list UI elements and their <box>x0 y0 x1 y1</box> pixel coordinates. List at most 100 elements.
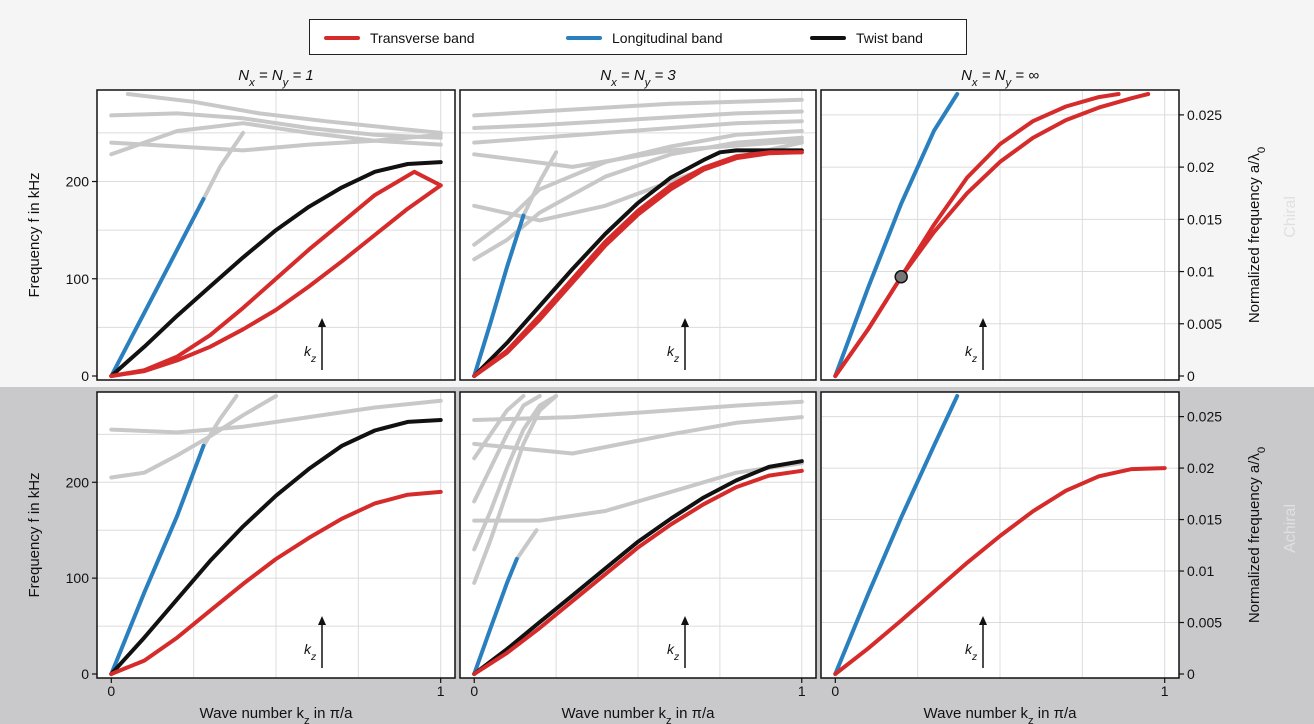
chart-panel-chiral-inf: kz​ 0 0.005 0.01 0.015 0.02 0.025 Nx​ = Ny​ = ∞… <box>820 67 1268 384</box>
series-group <box>472 394 804 676</box>
y-tick-label: 0.025 <box>1187 107 1222 123</box>
y-axis-label: Normalized frequency a/λ0​ <box>1246 447 1268 623</box>
legend-swatch-longitudinal <box>566 36 602 40</box>
y-tick-label: 100 <box>66 570 90 586</box>
series-line-other-5 <box>472 135 804 262</box>
kz-arrow-label: kz​ <box>965 641 978 663</box>
series-group <box>109 92 443 378</box>
series-line-other-10 <box>472 97 804 118</box>
chart-panel-achiral-3: kz​ 0 1 Wave number kz​ in π/a <box>459 391 817 724</box>
legend-item-transverse: Transverse band <box>324 20 475 56</box>
kz-arrowhead <box>318 616 326 625</box>
kz-arrowhead <box>681 318 689 327</box>
series-line-other-1 <box>201 130 246 201</box>
series-line-longitudinal-0 <box>472 213 526 378</box>
series-line-other-6 <box>109 111 443 140</box>
series-line-other-11 <box>472 138 804 169</box>
x-axis-label: Wave number kz​ in π/a <box>200 705 354 724</box>
x-tick-label: 0 <box>107 683 115 699</box>
series-line-other-4 <box>109 394 278 480</box>
panel-title: Nx​ = Ny​ = ∞ <box>961 67 1039 89</box>
plot-border <box>96 89 456 381</box>
chart-panel-achiral-1: kz​ 0 100 200 0 1 Wave number kz​ in π/a Freque… <box>26 391 456 724</box>
series-line-twist-2 <box>472 459 804 676</box>
series-line-longitudinal-0 <box>833 92 960 378</box>
kz-arrowhead <box>681 616 689 625</box>
y-tick-label: 100 <box>66 271 90 287</box>
plot-border <box>96 391 456 679</box>
series-group <box>833 92 1151 378</box>
legend-item-twist: Twist band <box>810 20 923 56</box>
series-line-transverse-3 <box>472 468 804 676</box>
series-line-twist-2 <box>109 418 443 676</box>
y-tick-label: 0.02 <box>1187 460 1214 476</box>
highlight-marker <box>894 270 908 284</box>
legend-label-longitudinal: Longitudinal band <box>612 30 723 46</box>
series-group <box>109 394 443 676</box>
series-line-other-1 <box>514 528 539 561</box>
series-line-longitudinal-0 <box>109 197 206 378</box>
x-tick-label: 1 <box>437 683 445 699</box>
plot-border <box>459 89 817 381</box>
x-tick-label: 1 <box>798 683 806 699</box>
series-line-transverse-3 <box>109 489 443 676</box>
x-tick-label: 1 <box>1161 683 1169 699</box>
series-line-transverse-3 <box>109 169 443 378</box>
kz-arrow-label: kz​ <box>667 343 680 365</box>
legend-label-transverse: Transverse band <box>370 30 475 46</box>
y-tick-label: 0 <box>81 368 89 384</box>
series-line-transverse-4 <box>472 150 804 378</box>
series-line-other-8 <box>472 461 804 523</box>
series-line-transverse-4 <box>109 183 443 378</box>
series-line-other-1 <box>521 150 559 218</box>
legend: Transverse band Longitudinal band Twist … <box>309 19 967 55</box>
series-line-longitudinal-0 <box>833 394 960 676</box>
y-tick-label: 0.005 <box>1187 615 1222 631</box>
series-line-other-4 <box>472 394 559 585</box>
y-tick-label: 0.015 <box>1187 211 1222 227</box>
series-line-transverse-2 <box>833 92 1121 378</box>
x-tick-label: 0 <box>831 683 839 699</box>
kz-arrow-label: kz​ <box>304 343 317 365</box>
y-tick-label: 0.02 <box>1187 159 1214 175</box>
series-line-longitudinal-0 <box>109 443 206 676</box>
chart-panel-achiral-inf: kz​ 0 0.005 0.01 0.015 0.02 0.025 0 1 Wave number… <box>820 391 1268 724</box>
series-line-twist-2 <box>472 148 804 378</box>
plot-border <box>820 89 1180 381</box>
chart-panel-chiral-1: kz​ 0 100 200 Nx​ = Ny​ = 1 Frequency f in kH… <box>26 67 456 384</box>
kz-arrowhead <box>318 318 326 327</box>
plot-border <box>459 391 817 679</box>
series-line-transverse-1 <box>833 466 1167 676</box>
series-line-other-9 <box>472 415 804 456</box>
y-tick-label: 0.01 <box>1187 264 1214 280</box>
kz-arrowhead <box>979 616 987 625</box>
panel-title: Nx​ = Ny​ = 3 <box>600 67 676 89</box>
y-tick-label: 200 <box>66 174 90 190</box>
legend-swatch-twist <box>810 36 846 40</box>
series-line-other-10 <box>472 399 804 422</box>
series-line-twist-2 <box>109 160 443 378</box>
kz-arrow-label: kz​ <box>965 343 978 365</box>
series-line-other-8 <box>125 92 443 135</box>
series-group <box>833 394 1167 676</box>
y-tick-label: 0 <box>81 666 89 682</box>
y-axis-label: Normalized frequency a/λ0​ <box>1246 147 1268 323</box>
y-axis-label: Frequency f in kHz <box>26 172 43 297</box>
y-axis-label: Frequency f in kHz <box>26 472 43 597</box>
y-tick-label: 0.015 <box>1187 512 1222 528</box>
y-tick-label: 0 <box>1187 666 1195 682</box>
plot-border <box>820 391 1180 679</box>
legend-swatch-transverse <box>324 36 360 40</box>
kz-arrow-label: kz​ <box>667 641 680 663</box>
series-line-longitudinal-0 <box>472 557 519 676</box>
y-tick-label: 0.025 <box>1187 409 1222 425</box>
series-line-other-5 <box>109 398 443 435</box>
y-tick-label: 200 <box>66 474 90 490</box>
x-axis-label: Wave number kz​ in π/a <box>562 705 716 724</box>
series-line-other-8 <box>472 119 804 145</box>
x-axis-label: Wave number kz​ in π/a <box>924 705 1078 724</box>
chart-panel-chiral-3: kz​ Nx​ = Ny​ = 3 <box>459 67 817 381</box>
series-line-other-7 <box>109 132 443 153</box>
y-tick-label: 0.01 <box>1187 563 1214 579</box>
